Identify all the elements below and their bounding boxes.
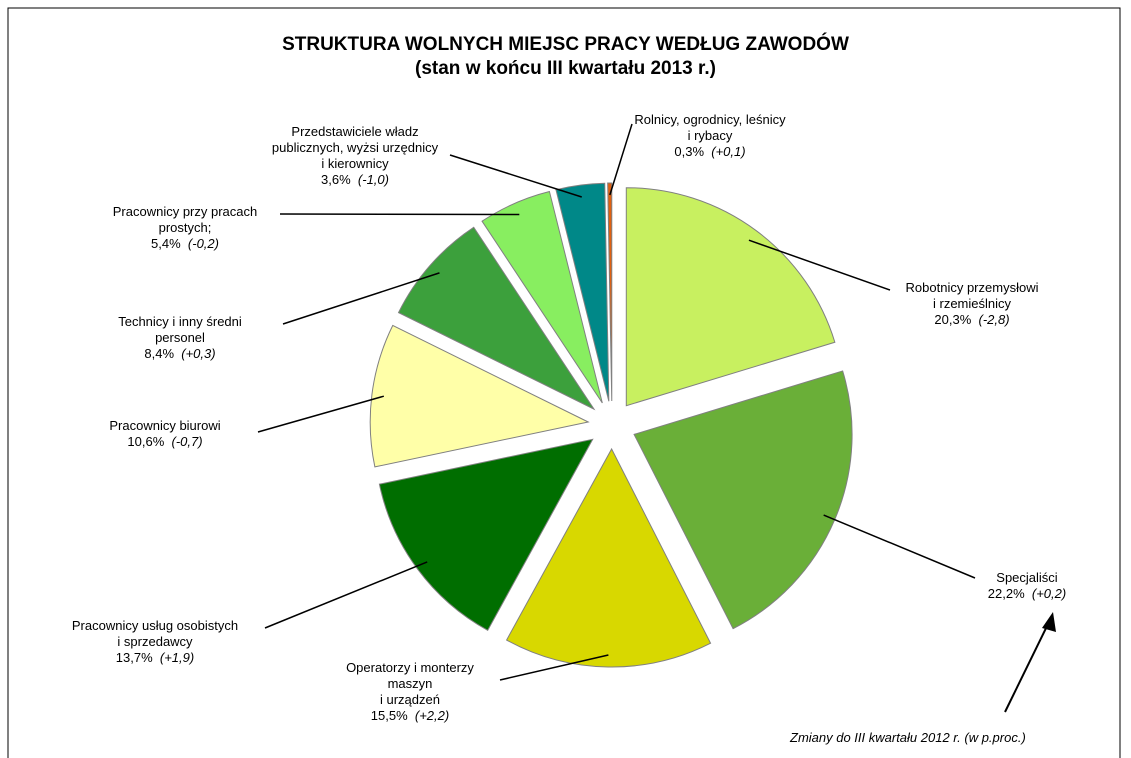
change-label: (-0,7) (171, 434, 203, 449)
change-label: (+0,1) (711, 144, 746, 159)
value-line: 3,6% (-1,0) (225, 172, 485, 188)
category-label: Pracownicy biurowi (109, 418, 221, 433)
slice-label: Pracownicy biurowi 10,6% (-0,7) (35, 418, 295, 450)
value-line: 20,3% (-2,8) (842, 312, 1102, 328)
chart-title: STRUKTURA WOLNYCH MIEJSC PRACY WEDŁUG ZA… (282, 34, 849, 55)
category-label: Robotnicy przemysłowi i rzemieślnicy (905, 280, 1039, 311)
change-label: (-2,8) (978, 312, 1010, 327)
value-label: 15,5% (370, 708, 408, 723)
value-line: 15,5% (+2,2) (280, 708, 540, 724)
slice-label: Pracownicy przy pracach prostych; 5,4% (-… (55, 204, 315, 252)
pie-slice (555, 182, 610, 402)
arrow-shaft (1004, 619, 1051, 713)
leader-line (449, 154, 582, 198)
category-label: Technicy i inny średni personel (118, 314, 242, 345)
pie-slice (625, 187, 836, 407)
value-line: 10,6% (-0,7) (35, 434, 295, 450)
leader-line (264, 561, 428, 629)
change-label: (-1,0) (357, 172, 389, 187)
value-label: 20,3% (934, 312, 972, 327)
value-label: 0,3% (674, 144, 705, 159)
change-label: (+0,2) (1031, 586, 1067, 601)
pie-slice (481, 190, 603, 404)
value-line: 8,4% (+0,3) (50, 346, 310, 362)
category-label: Operatorzy i monterzy maszyn i urządzeń (346, 660, 474, 707)
value-label: 22,2% (987, 586, 1025, 601)
value-line: 5,4% (-0,2) (55, 236, 315, 252)
change-label: (+2,2) (414, 708, 450, 723)
frame (7, 7, 1121, 758)
slice-label: Technicy i inny średni personel 8,4% (+0,… (50, 314, 310, 362)
slice-label: Robotnicy przemysłowi i rzemieślnicy 20,3… (842, 280, 1102, 328)
slice-label: Specjaliści 22,2% (+0,2) (897, 570, 1131, 602)
annotation: Zmiany do III kwartału 2012 r. (w p.proc… (790, 730, 1026, 745)
slice-label: Przedstawiciele władz publicznych, wyżsi… (225, 124, 485, 188)
value-label: 13,7% (115, 650, 153, 665)
leader-line (823, 514, 976, 579)
value-label: 10,6% (127, 434, 165, 449)
category-label: Rolnicy, ogrodnicy, leśnicy i rybacy (634, 112, 786, 143)
chart-subtitle: (stan w końcu III kwartału 2013 r.) (415, 58, 716, 79)
category-label: Pracownicy usług osobistych i sprzedawcy (71, 618, 239, 649)
value-label: 5,4% (151, 236, 181, 251)
leader-line (748, 239, 891, 291)
category-label: Przedstawiciele władz publicznych, wyżsi… (271, 124, 439, 171)
slice-label: Rolnicy, ogrodnicy, leśnicy i rybacy 0,3%… (580, 112, 840, 160)
leader-line (609, 123, 633, 196)
pie-slice (505, 447, 712, 668)
value-label: 8,4% (144, 346, 175, 361)
value-label: 3,6% (321, 172, 351, 187)
leader-line (499, 654, 609, 681)
leader-line (257, 395, 385, 433)
value-line: 22,2% (+0,2) (897, 586, 1131, 602)
change-label: (+0,3) (181, 346, 216, 361)
pie-slice (607, 182, 613, 402)
value-line: 13,7% (+1,9) (25, 650, 285, 666)
change-label: (-0,2) (187, 236, 219, 251)
value-line: 0,3% (+0,1) (580, 144, 840, 160)
pie-slice (378, 438, 594, 632)
category-label: Specjaliści (996, 570, 1058, 585)
pie-slice (397, 226, 596, 411)
change-label: (+1,9) (159, 650, 195, 665)
slice-label: Pracownicy usług osobistych i sprzedawcy… (25, 618, 285, 666)
arrow-head (1042, 612, 1056, 632)
pie-slice (369, 324, 590, 468)
slice-label: Operatorzy i monterzy maszyn i urządzeń 1… (280, 660, 540, 724)
leader-line (282, 272, 440, 325)
category-label: Pracownicy przy pracach prostych; (112, 204, 258, 235)
